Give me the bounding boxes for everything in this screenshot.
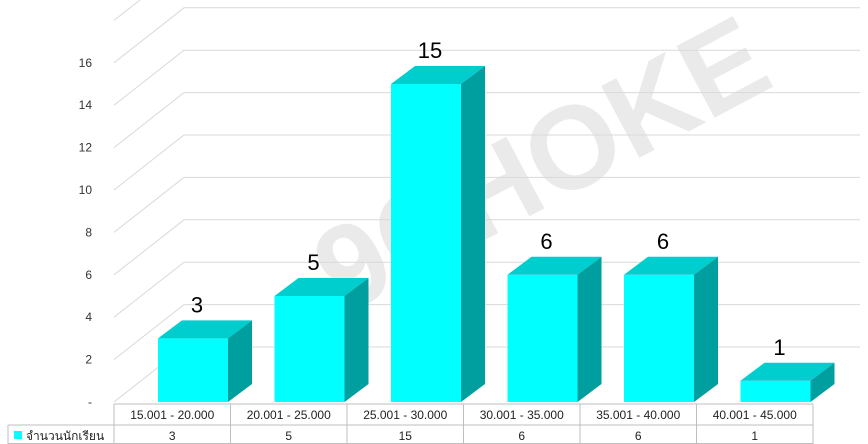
bar-side bbox=[694, 256, 718, 402]
data-label: 15 bbox=[418, 38, 442, 63]
gridline bbox=[113, 261, 860, 318]
bar-top bbox=[624, 256, 718, 275]
y-tick-label: - bbox=[88, 395, 92, 409]
y-tick-label: 2 bbox=[85, 353, 92, 367]
gridline bbox=[113, 92, 860, 148]
x-category-label: 20.001 - 25.000 bbox=[247, 408, 331, 422]
y-tick-label: 16 bbox=[79, 56, 93, 70]
y-tick-label: 14 bbox=[79, 98, 93, 112]
data-label: 6 bbox=[657, 229, 669, 254]
y-tick-label: 6 bbox=[85, 268, 92, 282]
bar-top bbox=[274, 278, 369, 296]
table-value: 1 bbox=[751, 429, 758, 443]
bar-front bbox=[624, 274, 694, 402]
data-table: 15.001 - 20.000 3 20.001 - 25.000 5 25.001 -… bbox=[7, 403, 814, 444]
data-label: 6 bbox=[540, 229, 552, 254]
data-label: 3 bbox=[191, 292, 203, 317]
y-tick-label: 10 bbox=[79, 183, 93, 197]
table-value: 6 bbox=[635, 429, 642, 443]
gridline bbox=[113, 7, 860, 64]
bar bbox=[158, 320, 252, 402]
bar-side bbox=[810, 362, 835, 402]
table-value: 15 bbox=[399, 429, 413, 443]
bar-side bbox=[461, 66, 485, 402]
bar-top bbox=[740, 362, 835, 381]
bar bbox=[274, 278, 369, 402]
y-axis: - 2 4 6 8 10 12 14 16 bbox=[79, 56, 93, 409]
bar-front bbox=[158, 338, 228, 402]
bar-side bbox=[344, 278, 369, 402]
bar-front bbox=[274, 296, 345, 402]
y-tick-label: 4 bbox=[85, 310, 92, 324]
x-category-label: 15.001 - 20.000 bbox=[130, 408, 214, 422]
x-category-label: 40.001 - 45.000 bbox=[713, 408, 797, 422]
bars: 3 5 15 6 6 1 bbox=[158, 38, 835, 402]
x-category-label: 30.001 - 35.000 bbox=[480, 408, 564, 422]
bar-side bbox=[228, 320, 252, 402]
y-tick-label: 8 bbox=[85, 225, 92, 239]
gridline bbox=[113, 219, 860, 276]
y-tick-label: 12 bbox=[79, 141, 93, 155]
table-value: 5 bbox=[285, 429, 292, 443]
bar-front bbox=[507, 274, 578, 402]
x-category-label: 25.001 - 30.000 bbox=[363, 408, 447, 422]
bar bbox=[391, 66, 485, 402]
legend-key bbox=[14, 431, 22, 439]
x-category-label: 35.001 - 40.000 bbox=[596, 408, 680, 422]
bar bbox=[740, 362, 835, 402]
bar-top bbox=[158, 320, 252, 339]
legend-series-name: จำนวนนักเรียน bbox=[26, 429, 104, 443]
bar-top bbox=[507, 256, 602, 275]
data-label: 5 bbox=[307, 250, 319, 275]
gridline bbox=[113, 49, 860, 106]
bar-top bbox=[391, 66, 485, 84]
bar-front bbox=[740, 380, 811, 402]
gridline bbox=[113, 0, 141, 21]
bar-side bbox=[577, 256, 602, 402]
table-value: 3 bbox=[169, 429, 176, 443]
grid-lines bbox=[113, 0, 860, 403]
gridline bbox=[113, 134, 860, 191]
bar bbox=[624, 256, 718, 402]
data-label: 1 bbox=[773, 335, 785, 360]
table-value: 6 bbox=[518, 429, 525, 443]
bar-front bbox=[391, 84, 461, 402]
gridline bbox=[113, 176, 860, 233]
bar bbox=[507, 256, 602, 402]
